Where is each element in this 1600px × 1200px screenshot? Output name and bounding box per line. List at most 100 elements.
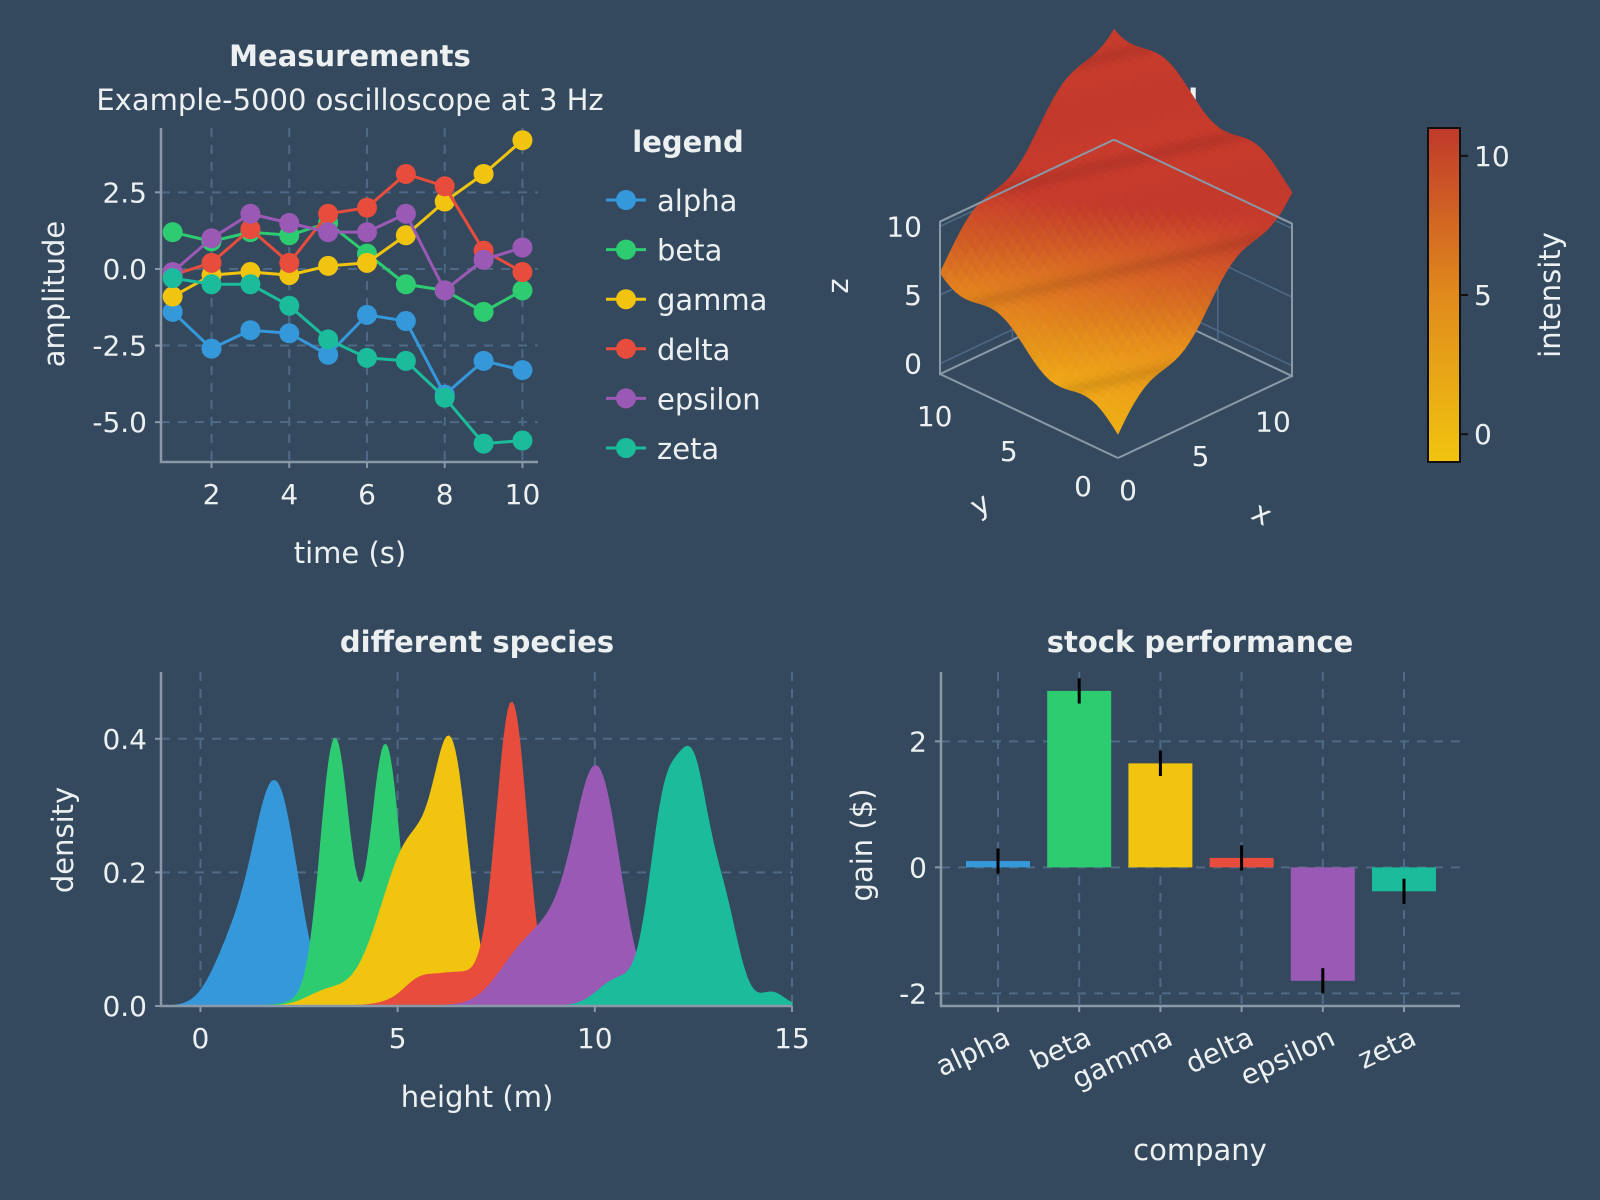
sinusoid-ylabel: y xyxy=(964,485,996,523)
box-edge xyxy=(1117,375,1293,459)
measurements-subtitle: Example-5000 oscilloscope at 3 Hz xyxy=(96,83,603,117)
legend-marker-gamma xyxy=(616,289,636,310)
series-point-gamma xyxy=(512,130,533,151)
series-point-zeta xyxy=(512,430,533,451)
legend-marker-beta xyxy=(616,239,636,260)
series-point-alpha xyxy=(318,344,339,365)
series-point-alpha xyxy=(473,350,494,371)
stock-spine xyxy=(939,672,1460,1008)
legend-label-gamma: gamma xyxy=(657,283,767,317)
series-point-beta xyxy=(395,274,416,295)
species-xtick-label: 0 xyxy=(192,1022,210,1055)
sinusoid-ytick-label: 0 xyxy=(1074,470,1092,503)
measurements-xtick-label: 6 xyxy=(358,478,376,511)
stock-bars xyxy=(966,678,1436,994)
sinusoid-xtick-label: 10 xyxy=(1255,406,1291,439)
series-point-epsilon xyxy=(395,203,416,224)
legend-label-delta: delta xyxy=(657,333,730,367)
series-point-gamma xyxy=(162,286,183,307)
stock-xtick-label: alpha xyxy=(931,1020,1015,1083)
species-xtick-label: 10 xyxy=(577,1022,613,1055)
legend-label-epsilon: epsilon xyxy=(657,382,761,416)
series-point-epsilon xyxy=(279,212,300,233)
sinusoid-surface xyxy=(939,28,1293,435)
legend-label-beta: beta xyxy=(657,234,722,268)
series-point-zeta xyxy=(473,433,494,454)
stock-bar-beta xyxy=(1047,690,1112,868)
sinusoid-box xyxy=(939,138,1293,459)
species-ylabel: density xyxy=(46,787,80,893)
series-point-alpha xyxy=(240,320,261,341)
species-spine xyxy=(159,672,792,1008)
sinusoid-xtick-label: 5 xyxy=(1192,440,1210,473)
sinusoid-xlabel: x xyxy=(1246,494,1278,532)
box-edge xyxy=(1113,138,1293,225)
series-point-zeta xyxy=(434,387,455,408)
measurements-xtick-label: 4 xyxy=(280,478,298,511)
series-point-alpha xyxy=(279,323,300,344)
series-point-zeta xyxy=(318,329,339,350)
sinusoid-xtick-label: 0 xyxy=(1119,474,1137,507)
measurements-ytick-label: 0.0 xyxy=(102,253,147,286)
species-panel: different species 0 5 10 15 0.0 0.2 0.4 height… xyxy=(46,625,810,1114)
measurements-xtick-label: 8 xyxy=(436,478,454,511)
stock-grid xyxy=(941,672,1460,1006)
species-xlabel: height (m) xyxy=(401,1080,554,1114)
series-point-alpha xyxy=(395,311,416,332)
measurements-ytick-label: -5.0 xyxy=(92,406,147,439)
series-point-epsilon xyxy=(434,280,455,301)
series-point-gamma xyxy=(356,252,377,273)
species-xtick-label: 15 xyxy=(774,1022,810,1055)
series-point-zeta xyxy=(356,347,377,368)
series-point-zeta xyxy=(240,274,261,295)
legend: alpha beta gamma delta epsilon zeta xyxy=(606,184,767,466)
sinusoid-ztick-label: 10 xyxy=(886,210,922,243)
series-line-alpha xyxy=(171,310,523,397)
box-edge xyxy=(939,138,1115,223)
measurements-ytick-label: -2.5 xyxy=(92,330,147,363)
sinusoid-zlabel: z xyxy=(821,278,855,293)
series-point-beta xyxy=(512,280,533,301)
sinusoid-ytick-label: 5 xyxy=(1000,435,1018,468)
colorbar xyxy=(1427,127,1461,463)
sinusoid-ztick-label: 0 xyxy=(904,348,922,381)
stock-ylabel: gain ($) xyxy=(845,789,879,902)
measurements-spine xyxy=(159,128,538,464)
measurements-axes: 2 4 6 8 10 -5.0 -2.5 0.0 2.5 xyxy=(92,128,540,511)
series-point-gamma xyxy=(473,163,494,184)
series-point-epsilon xyxy=(240,203,261,224)
species-axes: 0 5 10 15 0.0 0.2 0.4 xyxy=(102,672,810,1055)
species-ytick-label: 0.0 xyxy=(102,990,147,1023)
series-point-epsilon xyxy=(512,237,533,258)
colorbar-tick-label: 5 xyxy=(1474,279,1492,312)
series-point-zeta xyxy=(395,350,416,371)
legend-marker-epsilon xyxy=(616,388,636,409)
sinusoid-ticks: 0 5 10 0 5 10 0 5 10 xyxy=(886,210,1290,507)
series-line-zeta xyxy=(172,276,523,446)
species-ytick-label: 0.4 xyxy=(102,723,147,756)
series-point-delta xyxy=(356,197,377,218)
measurements-ylabel: amplitude xyxy=(37,221,71,368)
series-line-beta xyxy=(172,221,524,314)
series-line-gamma xyxy=(171,139,524,298)
legend-title: legend xyxy=(632,125,743,159)
species-areas xyxy=(160,701,793,1007)
measurements-panel: Measurements Example-5000 oscilloscope a… xyxy=(37,39,767,570)
colorbar-tick-label: 10 xyxy=(1474,140,1510,173)
species-title: different species xyxy=(340,625,614,659)
species-ytick-label: 0.2 xyxy=(102,856,147,889)
series-point-beta xyxy=(162,222,183,243)
series-point-delta xyxy=(395,163,416,184)
series-point-delta xyxy=(512,262,533,283)
series-line-epsilon xyxy=(171,211,523,293)
stock-title: stock performance xyxy=(1047,625,1353,659)
box-edge xyxy=(939,373,1119,459)
species-xtick-label: 5 xyxy=(389,1022,407,1055)
stock-ytick-label: 2 xyxy=(909,725,927,758)
colorbar-tick-label: 0 xyxy=(1474,418,1492,451)
surface-patch xyxy=(1112,414,1124,435)
series-point-delta xyxy=(318,203,339,224)
stock-ytick-label: -2 xyxy=(899,977,927,1010)
